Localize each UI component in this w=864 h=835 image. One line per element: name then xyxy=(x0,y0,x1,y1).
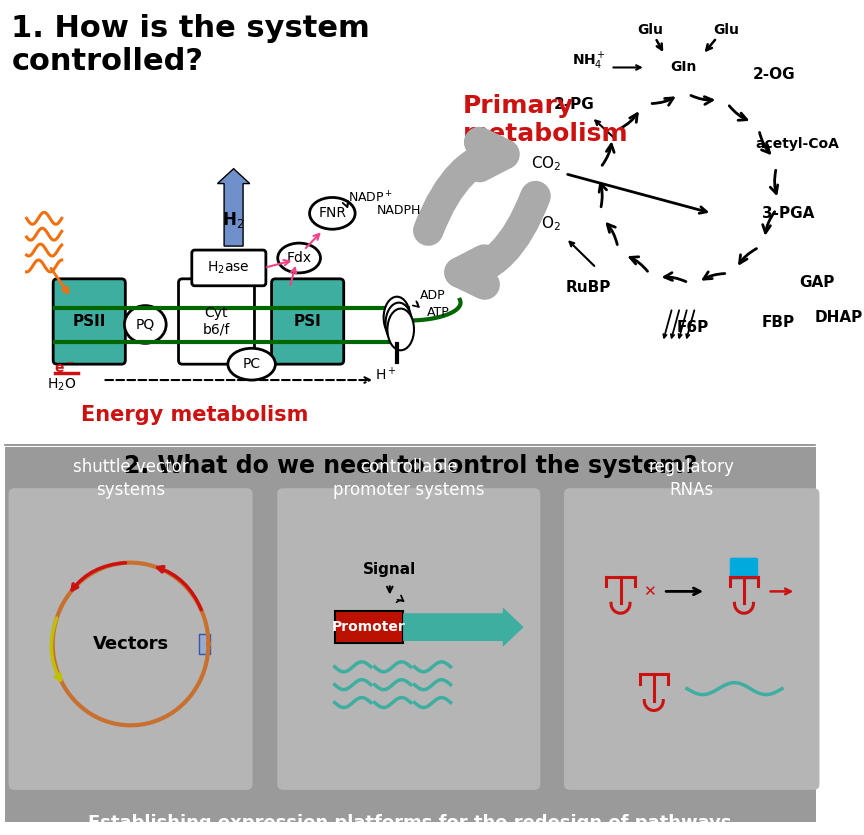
Text: Primary
metabolism: Primary metabolism xyxy=(462,94,628,146)
Text: 2-OG: 2-OG xyxy=(753,67,795,82)
Ellipse shape xyxy=(385,302,412,344)
Text: DHAP: DHAP xyxy=(815,310,863,325)
Text: NADPH: NADPH xyxy=(377,204,422,217)
Ellipse shape xyxy=(228,348,276,380)
Text: H$_2$O: H$_2$O xyxy=(47,377,76,393)
FancyBboxPatch shape xyxy=(179,279,255,364)
Text: Glu: Glu xyxy=(638,23,664,37)
Text: PC: PC xyxy=(243,357,261,372)
Text: 1. How is the system
controlled?: 1. How is the system controlled? xyxy=(11,14,370,77)
Text: e$^-$: e$^-$ xyxy=(54,362,75,376)
Text: Energy metabolism: Energy metabolism xyxy=(81,405,308,425)
Text: CO$_2$: CO$_2$ xyxy=(530,154,562,173)
Ellipse shape xyxy=(387,309,414,350)
Bar xyxy=(4,447,816,822)
Text: 2. What do we need to control the system?: 2. What do we need to control the system… xyxy=(124,454,697,478)
FancyBboxPatch shape xyxy=(271,279,344,364)
Text: shuttle vector
systems: shuttle vector systems xyxy=(73,458,188,498)
Ellipse shape xyxy=(124,306,166,343)
Text: H$_2$ase: H$_2$ase xyxy=(207,260,251,276)
Text: controllable
promoter systems: controllable promoter systems xyxy=(333,458,485,498)
Text: FBP: FBP xyxy=(762,315,795,330)
Ellipse shape xyxy=(309,197,355,230)
Text: Cyt
b6/f: Cyt b6/f xyxy=(203,306,230,337)
Text: H$^+$: H$^+$ xyxy=(375,367,397,384)
Text: GAP: GAP xyxy=(799,276,835,291)
Text: Glu: Glu xyxy=(714,23,740,37)
Text: O$_2$: O$_2$ xyxy=(541,214,561,233)
Text: regulatory
RNAs: regulatory RNAs xyxy=(649,458,734,498)
Text: FNR: FNR xyxy=(318,206,346,220)
Text: 2-PG: 2-PG xyxy=(554,97,594,112)
Text: H$_2$: H$_2$ xyxy=(222,210,245,230)
FancyBboxPatch shape xyxy=(730,558,759,579)
FancyArrow shape xyxy=(403,607,524,647)
Text: GIn: GIn xyxy=(670,60,697,74)
Text: Fdx: Fdx xyxy=(287,251,312,265)
Text: ADP: ADP xyxy=(420,289,445,302)
FancyBboxPatch shape xyxy=(9,488,252,790)
Text: NH$_4^+$: NH$_4^+$ xyxy=(572,51,606,72)
Text: PSII: PSII xyxy=(73,314,106,329)
Text: NADP$^+$: NADP$^+$ xyxy=(347,190,393,205)
Text: ATP: ATP xyxy=(428,306,450,319)
Bar xyxy=(334,611,403,643)
FancyBboxPatch shape xyxy=(192,250,266,286)
Text: RuBP: RuBP xyxy=(566,281,612,296)
Text: Vectors: Vectors xyxy=(92,635,168,653)
Text: Establishing expression platforms for the redesign of pathways: Establishing expression platforms for th… xyxy=(88,813,732,832)
FancyArrow shape xyxy=(218,169,250,246)
Text: acetyl-CoA: acetyl-CoA xyxy=(756,137,840,151)
Text: PSI: PSI xyxy=(294,314,321,329)
Bar xyxy=(199,634,210,654)
FancyBboxPatch shape xyxy=(277,488,540,790)
Text: Promoter: Promoter xyxy=(332,620,406,634)
Text: 3-PGA: 3-PGA xyxy=(762,206,814,220)
Text: PQ: PQ xyxy=(136,317,155,331)
Text: ✕: ✕ xyxy=(643,584,656,599)
Ellipse shape xyxy=(384,296,410,338)
Ellipse shape xyxy=(277,243,321,273)
Text: F6P: F6P xyxy=(677,320,709,335)
Text: Signal: Signal xyxy=(363,562,416,577)
FancyBboxPatch shape xyxy=(54,279,125,364)
FancyBboxPatch shape xyxy=(564,488,819,790)
